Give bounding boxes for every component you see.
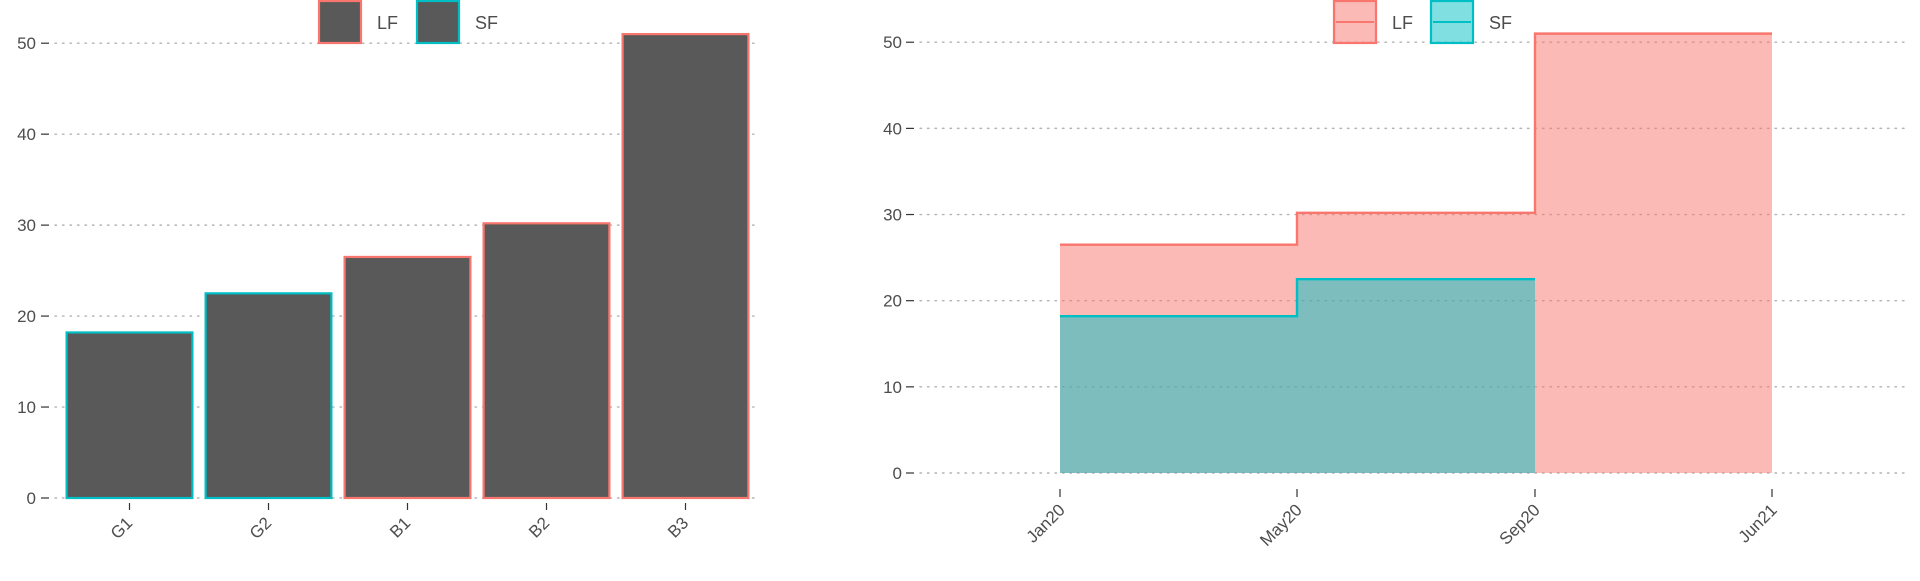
y-tick-label: 40 (883, 119, 902, 138)
bar (343, 255, 472, 500)
area-chart: 0 10 20 30 40 50 Jan20 May20 Sep20 Jun21 LF SF (883, 0, 1911, 550)
x-tick-label: B1 (386, 513, 414, 541)
series-line-lf (1060, 32, 1772, 246)
legend-key (317, 0, 363, 45)
legend-label: SF (1489, 13, 1512, 33)
bar-chart: 0 10 20 30 40 50 G1 G2 B1 B2 B3 LF SF (17, 0, 761, 543)
bar (621, 32, 750, 500)
legend-label: LF (377, 13, 398, 33)
series-line-sf (1060, 277, 1535, 318)
y-tick-label: 50 (17, 34, 36, 53)
area-sf (1060, 279, 1535, 473)
y-tick-label: 30 (883, 206, 902, 225)
legend-label: SF (475, 13, 498, 33)
legend: LF SF (317, 0, 498, 45)
bar (204, 292, 333, 500)
y-tick-label: 30 (17, 216, 36, 235)
y-tick-label: 20 (17, 307, 36, 326)
legend: LF SF (1332, 0, 1512, 45)
x-tick-label: Jan20 (1023, 500, 1069, 546)
x-tick-label: Sep20 (1496, 500, 1544, 548)
x-tick-label: Jun21 (1735, 500, 1781, 546)
legend-key (415, 0, 461, 45)
y-tick-label: 50 (883, 33, 902, 52)
bar (482, 222, 611, 500)
y-tick-label: 20 (883, 292, 902, 311)
x-tick-label: B3 (664, 513, 692, 541)
y-tick-label: 10 (17, 398, 36, 417)
y-tick-label: 0 (893, 464, 902, 483)
y-tick-label: 40 (17, 125, 36, 144)
x-tick-label: B2 (525, 513, 553, 541)
y-tick-label: 0 (27, 489, 36, 508)
bar (65, 331, 194, 500)
legend-label: LF (1392, 13, 1413, 33)
x-tick-label: G1 (107, 513, 136, 542)
x-tick-label: May20 (1256, 500, 1306, 550)
y-tick-label: 10 (883, 378, 902, 397)
x-tick-label: G2 (246, 513, 275, 542)
